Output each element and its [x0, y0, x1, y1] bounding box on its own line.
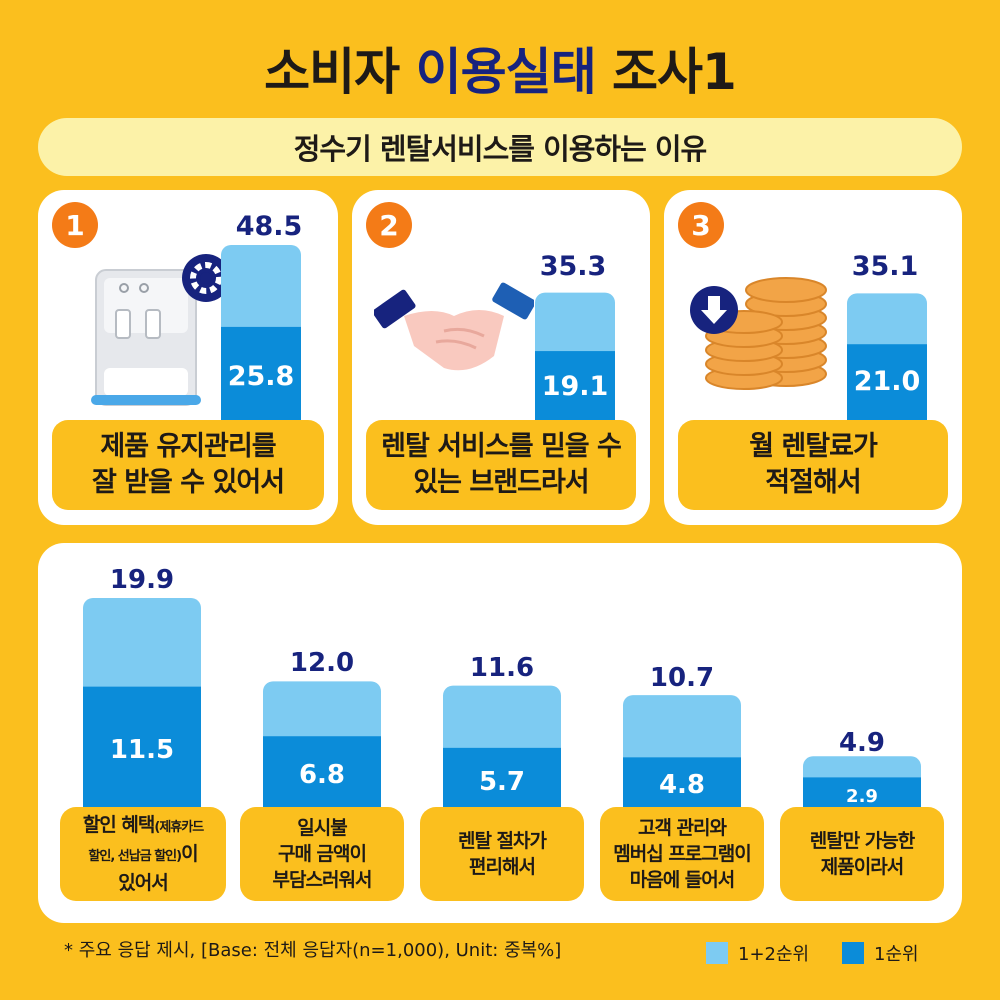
reason-label-2: 렌탈 서비스를 믿을 수 있는 브랜드라서	[366, 420, 636, 510]
bar-first-label-1: 25.8	[228, 361, 295, 392]
reason-label-3: 월 렌탈료가 적절해서	[678, 420, 948, 510]
bottom-total-label-5: 4.9	[839, 728, 885, 758]
bottom-first-label-2: 6.8	[299, 760, 345, 790]
bar-chart-top-2: 35.3 19.1	[535, 251, 615, 420]
legend-swatch-top12	[706, 942, 728, 964]
legend-item-top1: 1순위	[842, 940, 919, 966]
bottom-bar-first-5	[803, 777, 921, 808]
bottom-total-label-1: 19.9	[110, 565, 174, 595]
bottom-bar-first-1	[83, 686, 201, 808]
water-purifier-icon	[91, 254, 230, 406]
bottom-first-label-3: 5.7	[479, 767, 525, 797]
bar-total-label-2: 35.3	[540, 251, 607, 282]
bottom-total-label-3: 11.6	[470, 653, 534, 683]
bottom-bar-first-2	[263, 736, 381, 808]
rank-badge-3: 3	[678, 202, 724, 248]
bottom-reason-label-4: 고객 관리와 멤버십 프로그램이 마음에 들어서	[600, 807, 764, 901]
bottom-bar-first-4	[623, 757, 741, 808]
bottom-bar-group-5: 4.9 2.9	[803, 728, 921, 808]
reason-label-1: 제품 유지관리를 잘 받을 수 있어서	[52, 420, 324, 510]
bar-chart-top-3: 35.1 21.0	[847, 251, 927, 420]
subtitle: 정수기 렌탈서비스를 이용하는 이유	[38, 118, 962, 176]
bottom-bar-group-2: 12.0 6.8	[263, 648, 381, 808]
bar-chart-bottom: 19.9 11.5 12.0 6.8 11.6 5.7 10.7 4.8 4.9	[83, 565, 921, 808]
bar-total-label-3: 35.1	[852, 251, 919, 282]
handshake-icon	[374, 282, 534, 371]
top-card-1: 1 48.5 25.8 제품 유지관리를 잘 받을 수 있어서	[38, 190, 338, 525]
top-card-2: 2 35.3 19.1 렌탈 서비스를 믿을 수 있는 브랜드라서	[352, 190, 650, 525]
legend-swatch-top1	[842, 942, 864, 964]
bottom-bar-first-3	[443, 747, 561, 808]
bottom-card: 19.9 11.5 12.0 6.8 11.6 5.7 10.7 4.8 4.9	[38, 543, 962, 923]
bar-first-1	[221, 326, 301, 420]
bottom-reason-label-1: 할인 혜택(제휴카드 할인, 선납금 할인)이 있어서	[60, 807, 226, 901]
bottom-first-label-4: 4.8	[659, 770, 705, 800]
footnote: * 주요 응답 제시, [Base: 전체 응답자(n=1,000), Unit…	[64, 940, 562, 961]
bar-total-label-1: 48.5	[236, 211, 303, 242]
top-card-3: 3 35.1 21.0 월 렌탈료가 적절해서	[664, 190, 962, 525]
bottom-reason-label-5: 렌탈만 가능한 제품이라서	[780, 807, 944, 901]
bar-chart-top-1: 48.5 25.8	[221, 211, 303, 420]
bottom-reason-label-3: 렌탈 절차가 편리해서	[420, 807, 584, 901]
bottom-bar-group-3: 11.6 5.7	[443, 653, 561, 808]
bar-first-label-2: 19.1	[542, 371, 609, 402]
bottom-reason-label-2: 일시불 구매 금액이 부담스러워서	[240, 807, 404, 901]
bottom-bar-group-4: 10.7 4.8	[623, 663, 741, 808]
page-title: 소비자 이용실태 조사1	[264, 43, 737, 101]
bar-first-3	[847, 344, 927, 420]
bottom-total-label-2: 12.0	[290, 648, 354, 678]
bottom-first-label-5: 2.9	[846, 786, 878, 807]
bar-first-label-3: 21.0	[854, 366, 921, 397]
rank-badge-2: 2	[366, 202, 412, 248]
coins-icon	[690, 277, 827, 390]
bottom-first-label-1: 11.5	[110, 735, 174, 765]
bar-first-2	[535, 351, 615, 420]
rank-badge-1: 1	[52, 202, 98, 248]
bottom-bar-group-1: 19.9 11.5	[83, 565, 201, 808]
legend-item-top12: 1+2순위	[706, 940, 809, 966]
bottom-total-label-4: 10.7	[650, 663, 714, 693]
